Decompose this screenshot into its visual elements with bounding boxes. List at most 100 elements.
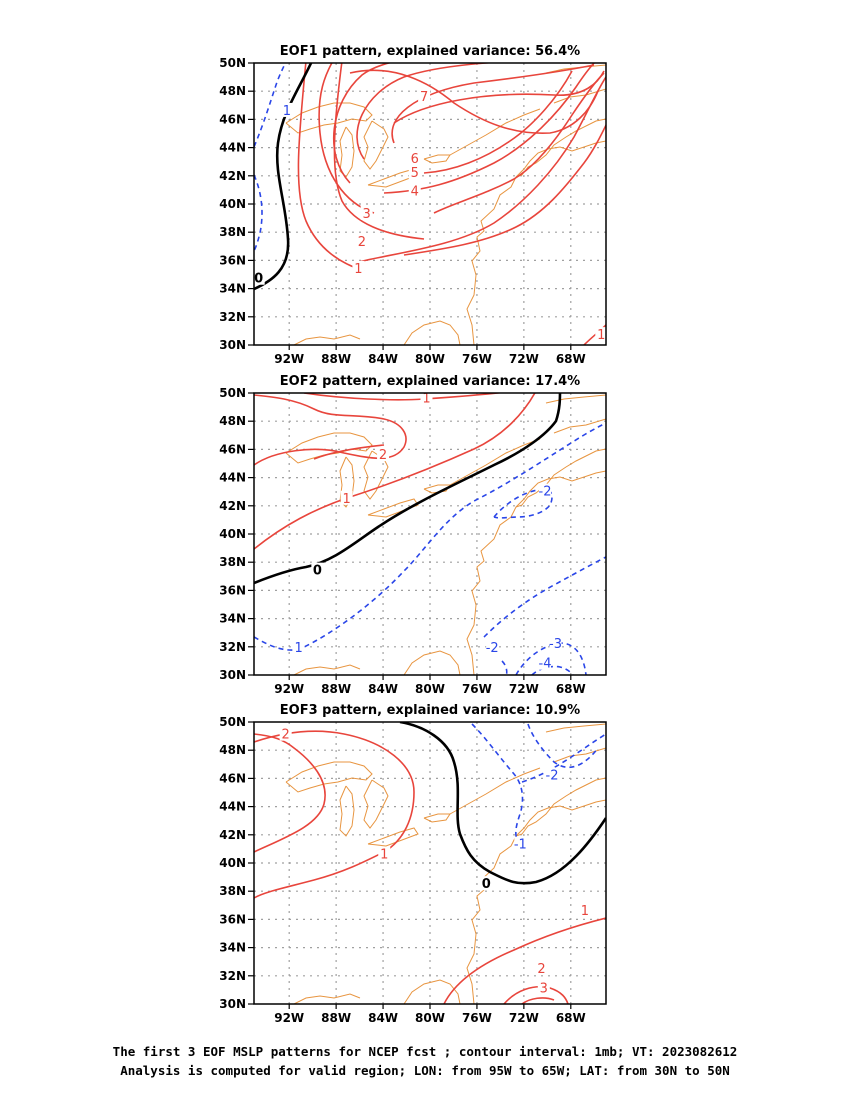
eof2-contour-label-bg — [340, 490, 353, 505]
eof3-contour-neg — [521, 733, 606, 783]
eof3-contour-pos — [443, 917, 606, 1004]
eof3-contour-label-bg — [535, 960, 548, 975]
eof1-contour-label-bg — [355, 234, 368, 249]
eof2-coastline — [545, 394, 606, 404]
eof2-xtick-label: 80W — [415, 682, 445, 696]
eof2-contour-pos — [254, 394, 407, 466]
eof1-ytick-label: 30N — [219, 338, 246, 352]
eof3-contour-label: 1 — [380, 848, 388, 863]
eof1-ytick-label: 40N — [219, 197, 246, 211]
eof1-xtick-label: 92W — [274, 352, 304, 366]
eof1-contour-pos — [403, 123, 606, 256]
eof3-contour-pos — [521, 997, 555, 1004]
eof3-coastline — [515, 799, 606, 837]
eof2-ytick-label: 36N — [219, 583, 246, 597]
eof1-contour-neg — [254, 63, 287, 148]
eof1-contour-label: 5 — [411, 166, 419, 181]
eof3-contour-label: 1 — [581, 904, 589, 919]
eof3-ytick-label: 48N — [219, 743, 246, 757]
eof3-ytick-label: 50N — [219, 715, 246, 729]
eof1-contour-pos — [433, 72, 605, 214]
eof2-title: EOF2 pattern, explained variance: 17.4% — [280, 374, 580, 389]
eof2-coastline — [363, 450, 389, 500]
eof2-contour-label-bg — [420, 393, 433, 405]
eof2-contour-pos — [254, 393, 536, 550]
eof3-ytick-label: 34N — [219, 941, 246, 955]
eof3-panel: EOF3 pattern, explained variance: 10.9% 2… — [219, 703, 607, 1025]
eof1-xtick-label: 68W — [556, 352, 586, 366]
eof2-xtick-label: 88W — [321, 682, 351, 696]
eof1-title: EOF1 pattern, explained variance: 56.4% — [280, 44, 580, 59]
eof1-contour-label-bg — [408, 183, 421, 198]
caption-line-2: Analysis is computed for valid region; L… — [120, 1063, 730, 1078]
eof1-contour-label: 3 — [362, 207, 370, 222]
eof1-plot-area: 7 65 4 3 2 1 1 1 0 — [254, 63, 606, 345]
eof1-ytick-label: 42N — [219, 169, 246, 183]
eof1-contour-label: 2 — [358, 235, 366, 250]
eof3-ytick-label: 42N — [219, 828, 246, 842]
eof1-contour-label: 1 — [283, 104, 291, 119]
eof2-panel: EOF2 pattern, explained variance: 17.4% 1… — [219, 374, 607, 696]
eof1-contour-label-bg — [280, 102, 293, 117]
eof2-contour-neg — [531, 665, 574, 675]
eof1-ytick-label: 38N — [219, 225, 246, 239]
eof2-coastline — [515, 470, 606, 508]
eof2-ytick-label: 32N — [219, 640, 246, 654]
eof3-contour-label-bg — [578, 902, 591, 917]
eof1-contour-label: 1 — [354, 262, 362, 277]
eof3-xtick-label: 68W — [556, 1011, 586, 1025]
eof1-contour-label: 7 — [420, 90, 428, 105]
eof3-contour-pos — [503, 986, 569, 1004]
eof3-xtick-label: 72W — [509, 1011, 539, 1025]
eof3-ytick-label: 32N — [219, 969, 246, 983]
eof3-contour-label: 0 — [482, 877, 491, 892]
eof3-contour-label: 2 — [537, 962, 545, 977]
eof3-contour-label: 2 — [282, 728, 290, 743]
eof2-xtick-label: 84W — [368, 682, 398, 696]
eof-figure: EOF1 pattern, explained variance: 56.4% 7… — [219, 44, 607, 1025]
eof1-contour-pos — [391, 64, 595, 144]
eof3-contour-label-bg — [546, 767, 559, 782]
eof2-contour-label-bg — [311, 562, 324, 577]
eof1-coastline — [423, 154, 451, 164]
eof3-contour-neg — [471, 723, 524, 843]
eof1-coastline — [339, 126, 355, 178]
eof3-ytick-label: 44N — [219, 800, 246, 814]
eof1-contour-label-bg — [352, 260, 365, 275]
eof3-contour-label-bg — [378, 846, 391, 861]
eof2-contour-label-bg — [538, 483, 551, 498]
eof1-contour-pos — [349, 69, 599, 135]
eof2-xtick-label: 76W — [462, 682, 492, 696]
eof1-ytick-label: 44N — [219, 141, 246, 155]
eof2-contour-label: 0 — [313, 564, 322, 579]
eof2-ytick-label: 44N — [219, 471, 246, 485]
eof2-contour-zero — [254, 393, 562, 585]
eof1-coastline — [293, 334, 361, 345]
eof1-ytick-label: 50N — [219, 56, 246, 70]
eof1-contour-label-bg — [408, 164, 421, 179]
eof3-coastline — [553, 747, 606, 763]
eof2-contour-label: -3 — [549, 637, 562, 652]
eof2-coastline — [466, 448, 606, 675]
caption-line-1: The first 3 EOF MSLP patterns for NCEP f… — [112, 1044, 738, 1059]
eof3-ytick-label: 30N — [219, 997, 246, 1011]
eof2-contour-label: 1 — [343, 492, 351, 507]
eof2-ytick-label: 50N — [219, 386, 246, 400]
eof1-contour-pos — [353, 76, 606, 264]
eof3-ytick-label: 46N — [219, 771, 246, 785]
eof3-coastline — [449, 767, 541, 815]
eof1-ytick-label: 36N — [219, 253, 246, 267]
eof1-contour-zero — [254, 63, 313, 291]
eof3-contour-label-bg — [480, 876, 493, 891]
eof2-contour-label-bg — [292, 640, 305, 655]
eof3-coastline — [339, 785, 355, 837]
eof3-contour-label-bg — [537, 980, 550, 995]
eof3-coastline — [285, 761, 373, 793]
eof2-ytick-label: 40N — [219, 527, 246, 541]
eof3-xtick-label: 84W — [368, 1011, 398, 1025]
eof3-coastline — [423, 813, 451, 823]
eof3-plot-area: 2 1 0 -2 -1 1 2 3 — [254, 722, 606, 1004]
eof2-contour-label: -2 — [486, 641, 499, 656]
eof1-xtick-label: 84W — [368, 352, 398, 366]
eof1-contour-pos — [297, 63, 365, 272]
